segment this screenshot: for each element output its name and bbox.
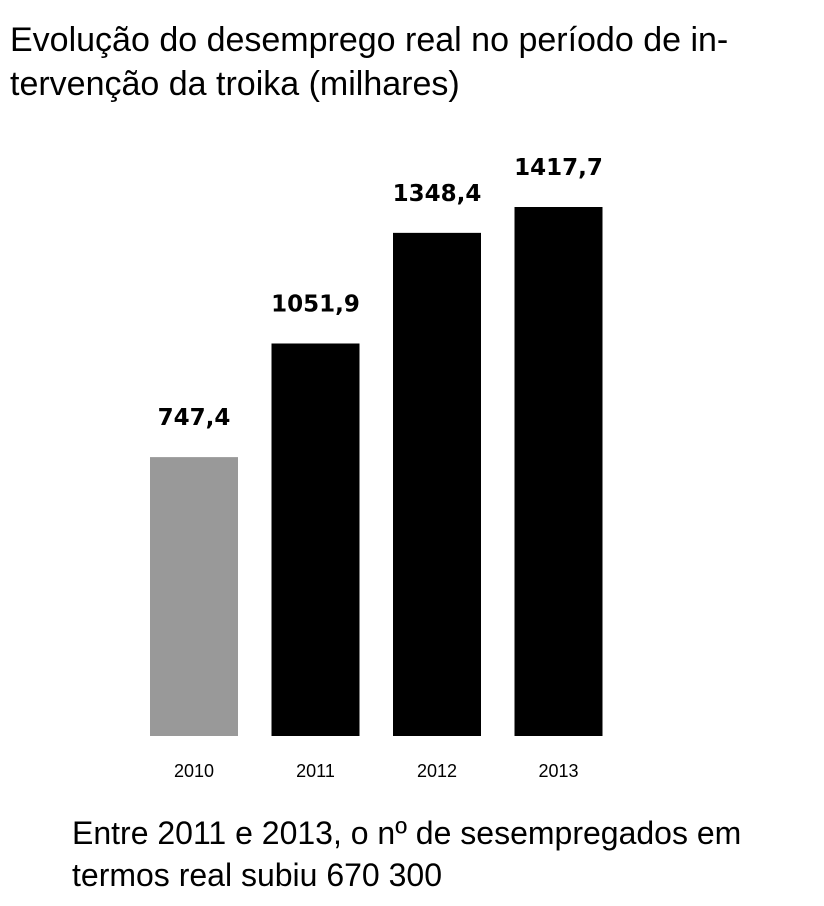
chart-title-line-1: Evolução do desemprego real no período d… <box>10 21 729 59</box>
bar-chart: 747,4 2010 1051,9 2011 1348,4 2012 1417,7 2013 <box>150 155 603 781</box>
chart-title: Evolução do desemprego real no período d… <box>10 18 790 106</box>
x-tick-label-2012: 2012 <box>417 761 457 781</box>
value-label-2010: 747,4 <box>158 405 231 431</box>
footnote-line-2: termos real subiu 670 300 <box>72 857 442 893</box>
bar-2010 <box>150 457 238 736</box>
x-tick-label-2011: 2011 <box>296 761 335 781</box>
bar-2011 <box>271 343 360 736</box>
bar-2012 <box>393 232 481 736</box>
value-label-2011: 1051,9 <box>271 291 360 317</box>
bar-2013 <box>514 207 603 736</box>
x-tick-label-2013: 2013 <box>538 761 578 781</box>
footnote-line-1: Entre 2011 e 2013, o nº de sesempregados… <box>72 815 742 851</box>
x-tick-label-2010: 2010 <box>174 761 214 781</box>
value-label-2012: 1348,4 <box>393 181 482 207</box>
value-label-2013: 1417,7 <box>514 155 603 181</box>
chart-footnote: Entre 2011 e 2013, o nº de sesempregados… <box>72 812 792 896</box>
chart-title-line-2: tervenção da troika (milhares) <box>10 65 460 103</box>
